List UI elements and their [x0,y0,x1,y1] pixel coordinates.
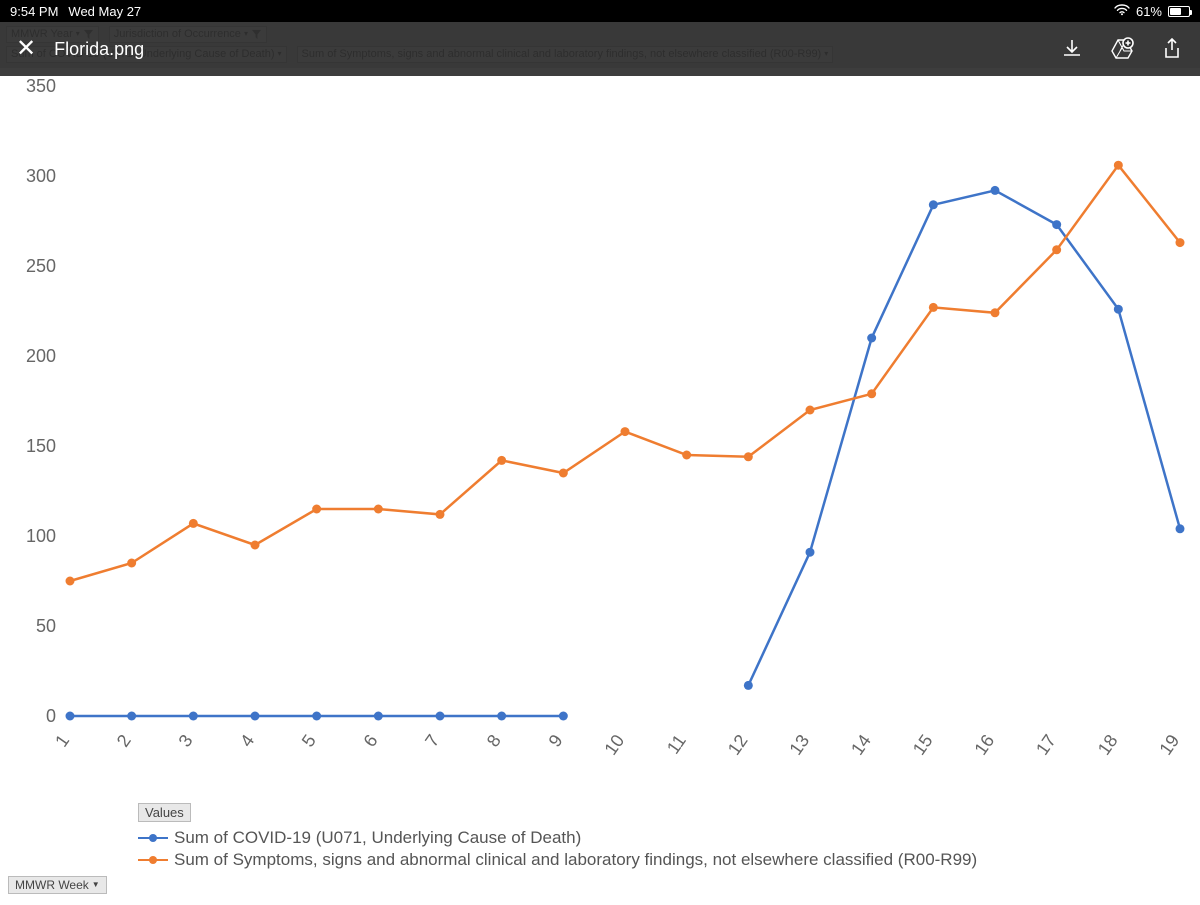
legend-item: Sum of COVID-19 (U071, Underlying Cause … [138,828,977,848]
add-to-drive-icon[interactable] [1110,37,1134,61]
svg-text:10: 10 [600,731,628,759]
svg-text:1: 1 [51,731,73,751]
svg-text:200: 200 [26,346,56,366]
dropdown-icon: ▼ [92,881,100,889]
svg-text:3: 3 [174,731,196,751]
close-icon[interactable]: ✕ [16,37,36,61]
svg-text:250: 250 [26,256,56,276]
svg-text:2: 2 [113,731,135,751]
share-icon[interactable] [1160,37,1184,61]
chart-container: 0501001502002503003501234567891011121314… [0,76,1200,900]
svg-text:19: 19 [1155,731,1183,759]
svg-text:17: 17 [1032,731,1060,759]
download-icon[interactable] [1060,37,1084,61]
ipad-status-bar: 9:54 PM Wed May 27 61% [0,0,1200,22]
status-time: 9:54 PM [10,4,58,19]
file-title: Florida.png [54,39,144,60]
svg-text:9: 9 [544,731,566,751]
wifi-icon [1114,4,1130,19]
battery-percent: 61% [1136,4,1162,19]
svg-text:50: 50 [36,616,56,636]
line-chart: 0501001502002503003501234567891011121314… [0,76,1200,900]
x-axis-field-chip[interactable]: MMWR Week ▼ [8,876,107,894]
svg-text:11: 11 [663,731,690,758]
svg-text:6: 6 [359,731,381,751]
status-date: Wed May 27 [68,4,141,19]
svg-text:100: 100 [26,526,56,546]
svg-text:8: 8 [483,731,505,751]
svg-text:14: 14 [847,731,875,759]
viewer-top-bar: ✕ Florida.png [0,22,1200,76]
x-axis-field-label: MMWR Week [15,878,89,892]
svg-text:350: 350 [26,76,56,96]
legend-header-chip: Values [138,803,191,822]
svg-text:4: 4 [236,731,258,751]
svg-text:15: 15 [909,731,937,759]
battery-icon [1168,6,1190,17]
svg-text:18: 18 [1094,731,1122,759]
svg-text:150: 150 [26,436,56,456]
svg-text:5: 5 [298,731,320,751]
svg-text:13: 13 [785,731,813,759]
svg-text:16: 16 [970,731,998,759]
legend-item: Sum of Symptoms, signs and abnormal clin… [138,850,977,870]
svg-text:300: 300 [26,166,56,186]
svg-text:7: 7 [421,731,443,751]
svg-text:12: 12 [724,731,752,759]
svg-text:0: 0 [46,706,56,726]
chart-legend: Values Sum of COVID-19 (U071, Underlying… [138,802,977,870]
